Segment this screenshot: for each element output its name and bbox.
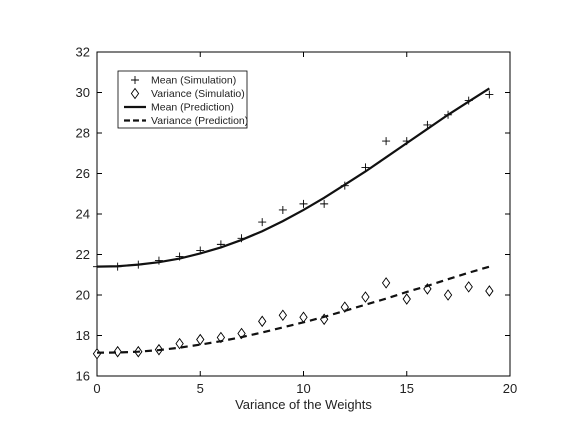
y-tick-label: 28 — [76, 126, 90, 141]
legend-entry-label: Variance (Prediction) — [151, 115, 248, 127]
y-tick-label: 22 — [76, 247, 90, 262]
x-axis-label: Variance of the Weights — [235, 397, 372, 412]
x-tick-label: 0 — [93, 381, 100, 396]
variance-simulation-point — [278, 309, 288, 322]
mean-simulation-point — [485, 90, 494, 99]
y-tick-label: 16 — [76, 369, 90, 384]
variance-simulation-point — [237, 327, 246, 340]
x-tick-label: 5 — [197, 381, 204, 396]
y-tick-label: 32 — [76, 45, 90, 60]
variance-simulation-point — [402, 293, 411, 305]
legend-diamond-icon — [130, 87, 140, 100]
series-2 — [96, 87, 490, 268]
x-tick-label: 15 — [400, 381, 414, 396]
x-tick-label: 10 — [296, 381, 310, 396]
variance-simulation-point — [464, 281, 473, 293]
mean-simulation-point — [320, 199, 329, 208]
variance-simulation-point — [485, 285, 494, 297]
variance-simulation-point — [299, 311, 308, 324]
variance-simulation-point — [443, 289, 453, 301]
legend-box — [117, 70, 248, 129]
variance-simulation-point — [175, 337, 184, 350]
legend-entry-label: Mean (Simulation) — [151, 75, 236, 87]
legend: Mean (Simulation)Variance (Simulatio) Mea… — [117, 70, 248, 129]
legend-plus-icon — [131, 76, 139, 84]
y-tick-label: 24 — [76, 207, 90, 222]
x-tick-label: 20 — [503, 381, 517, 396]
axis-ticks: 0 5 10 15 20 16 18 20 22 24 26 28 30 32 — [76, 45, 518, 397]
variance-simulation-point — [113, 345, 122, 358]
variance-simulation-point — [196, 333, 205, 346]
legend-entry-label: Variance (Simulatio) — [151, 88, 245, 100]
mean-simulation-point — [382, 137, 391, 146]
variance-prediction-line — [96, 265, 490, 354]
variance-simulation-point — [258, 315, 267, 328]
y-tick-label: 20 — [76, 288, 90, 303]
series-3 — [96, 265, 490, 354]
mean-simulation-point — [361, 163, 370, 172]
variance-simulation-point — [361, 291, 370, 303]
mean-simulation-point — [299, 199, 308, 208]
mean-simulation-point — [278, 205, 287, 214]
series-1 — [92, 277, 494, 360]
variance-simulation-point — [381, 277, 391, 289]
series-layer — [92, 87, 494, 360]
y-tick-label: 26 — [76, 166, 90, 181]
mean-simulation-point — [423, 120, 432, 129]
y-tick-label: 30 — [76, 85, 90, 100]
legend-entry-label: Mean (Prediction) — [151, 102, 234, 114]
variance-simulation-point — [340, 301, 349, 313]
mean-prediction-line — [96, 87, 490, 268]
mean-simulation-point — [258, 218, 267, 227]
y-tick-label: 18 — [76, 328, 90, 343]
